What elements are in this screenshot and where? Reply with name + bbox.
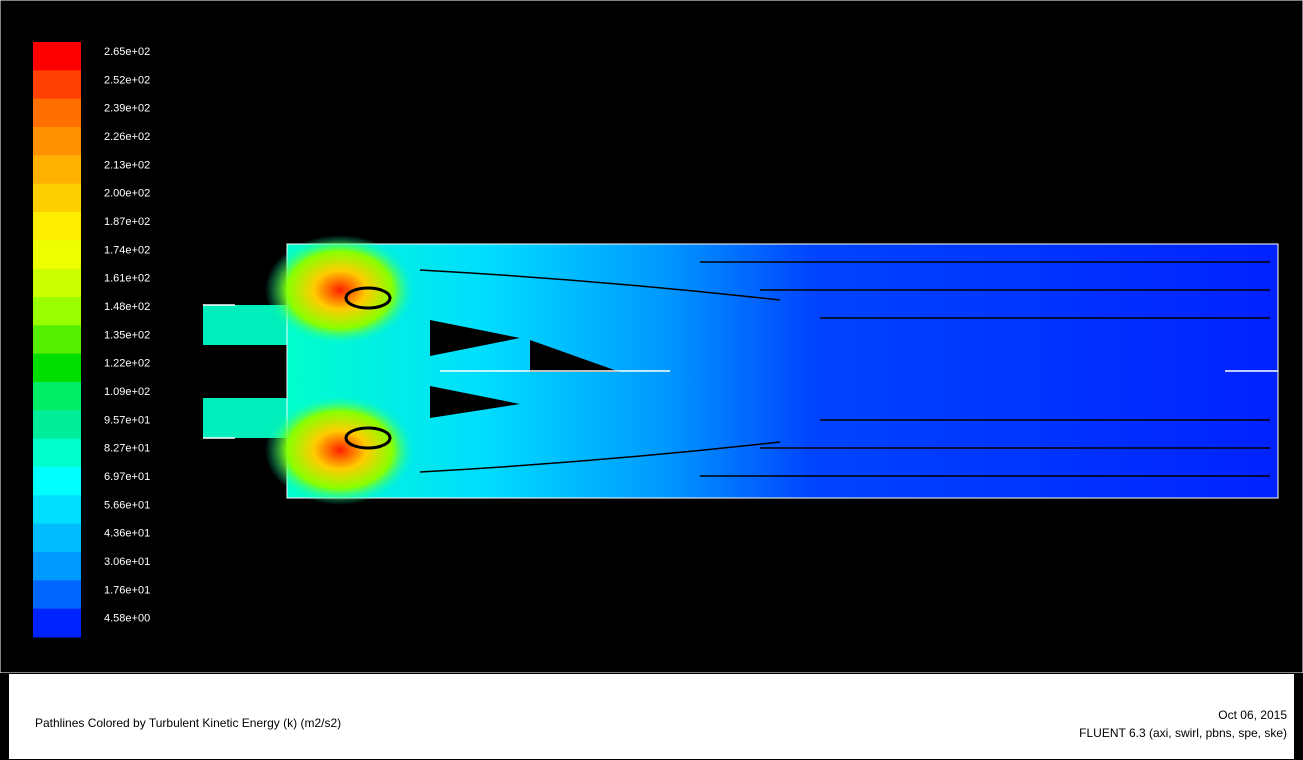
color-swatch <box>33 438 81 468</box>
graphics-view: 2.65e+02 2.52e+02 2.39e+02 2.26e+02 2.13e+02… <box>0 0 1303 674</box>
color-swatch <box>33 70 81 100</box>
colorbar-label: 9.57e+01 <box>104 414 150 426</box>
color-swatch <box>33 467 81 496</box>
footer-info: Oct 06, 2015 FLUENT 6.3 (axi, swirl, pbn… <box>1079 706 1287 742</box>
colorbar-label: 3.06e+01 <box>104 556 150 568</box>
colorbar-label: 2.00e+02 <box>104 188 150 200</box>
color-swatch <box>33 42 81 71</box>
pathlines <box>419 261 1270 477</box>
color-swatch <box>33 127 81 156</box>
colorbar: 2.65e+02 2.52e+02 2.39e+02 2.26e+02 2.13e+02… <box>33 42 150 638</box>
colorbar-label: 5.66e+01 <box>104 499 150 511</box>
date: Oct 06, 2015 <box>1218 708 1287 722</box>
hot-zone-lower <box>265 395 415 505</box>
footer-panel: Pathlines Colored by Turbulent Kinetic E… <box>8 673 1295 760</box>
vortex-lower <box>344 426 392 450</box>
color-swatch <box>33 98 81 128</box>
color-swatch <box>33 353 81 383</box>
colorbar-label: 2.65e+02 <box>104 46 150 58</box>
color-swatch <box>33 495 81 525</box>
colorbar-label: 1.61e+02 <box>104 273 150 285</box>
colorbar-label: 2.26e+02 <box>104 131 150 143</box>
colorbar-label: 4.58e+00 <box>104 613 150 625</box>
colorbar-label: 6.97e+01 <box>104 471 150 483</box>
color-swatch <box>33 552 81 581</box>
color-swatch <box>33 297 81 326</box>
colorbar-label: 1.22e+02 <box>104 358 150 370</box>
pathline-cluster <box>430 320 620 418</box>
colorbar-label: 1.48e+02 <box>104 301 150 313</box>
axis-lines <box>203 304 1278 439</box>
color-swatch <box>33 183 81 213</box>
colorbar-label: 1.09e+02 <box>104 386 150 398</box>
color-swatch <box>33 325 81 355</box>
hot-zone-upper <box>265 235 415 345</box>
vortex-upper <box>344 286 392 310</box>
colorbar-label: 8.27e+01 <box>104 443 150 455</box>
plot-title: Pathlines Colored by Turbulent Kinetic E… <box>35 716 342 730</box>
colorbar-label: 1.87e+02 <box>104 216 150 228</box>
colorbar-label: 2.13e+02 <box>104 159 150 171</box>
flow-field <box>203 235 1279 505</box>
color-swatch <box>33 580 81 610</box>
color-swatch <box>33 240 81 270</box>
colorbar-label: 4.36e+01 <box>104 528 150 540</box>
colorbar-label: 2.39e+02 <box>104 103 150 115</box>
colorbar-label: 1.74e+02 <box>104 244 150 256</box>
version: FLUENT 6.3 (axi, swirl, pbns, spe, ske) <box>1079 726 1287 740</box>
colorbar-label: 2.52e+02 <box>104 74 150 86</box>
colorbar-label: 1.35e+02 <box>104 329 150 341</box>
color-swatch <box>33 608 81 638</box>
color-swatch <box>33 523 81 553</box>
color-swatch <box>33 268 81 298</box>
colorbar-label: 1.76e+01 <box>104 584 150 596</box>
color-swatch <box>33 410 81 440</box>
color-swatch <box>33 382 81 411</box>
color-swatch <box>33 212 81 241</box>
domain <box>286 243 1279 499</box>
color-swatch <box>33 155 81 185</box>
